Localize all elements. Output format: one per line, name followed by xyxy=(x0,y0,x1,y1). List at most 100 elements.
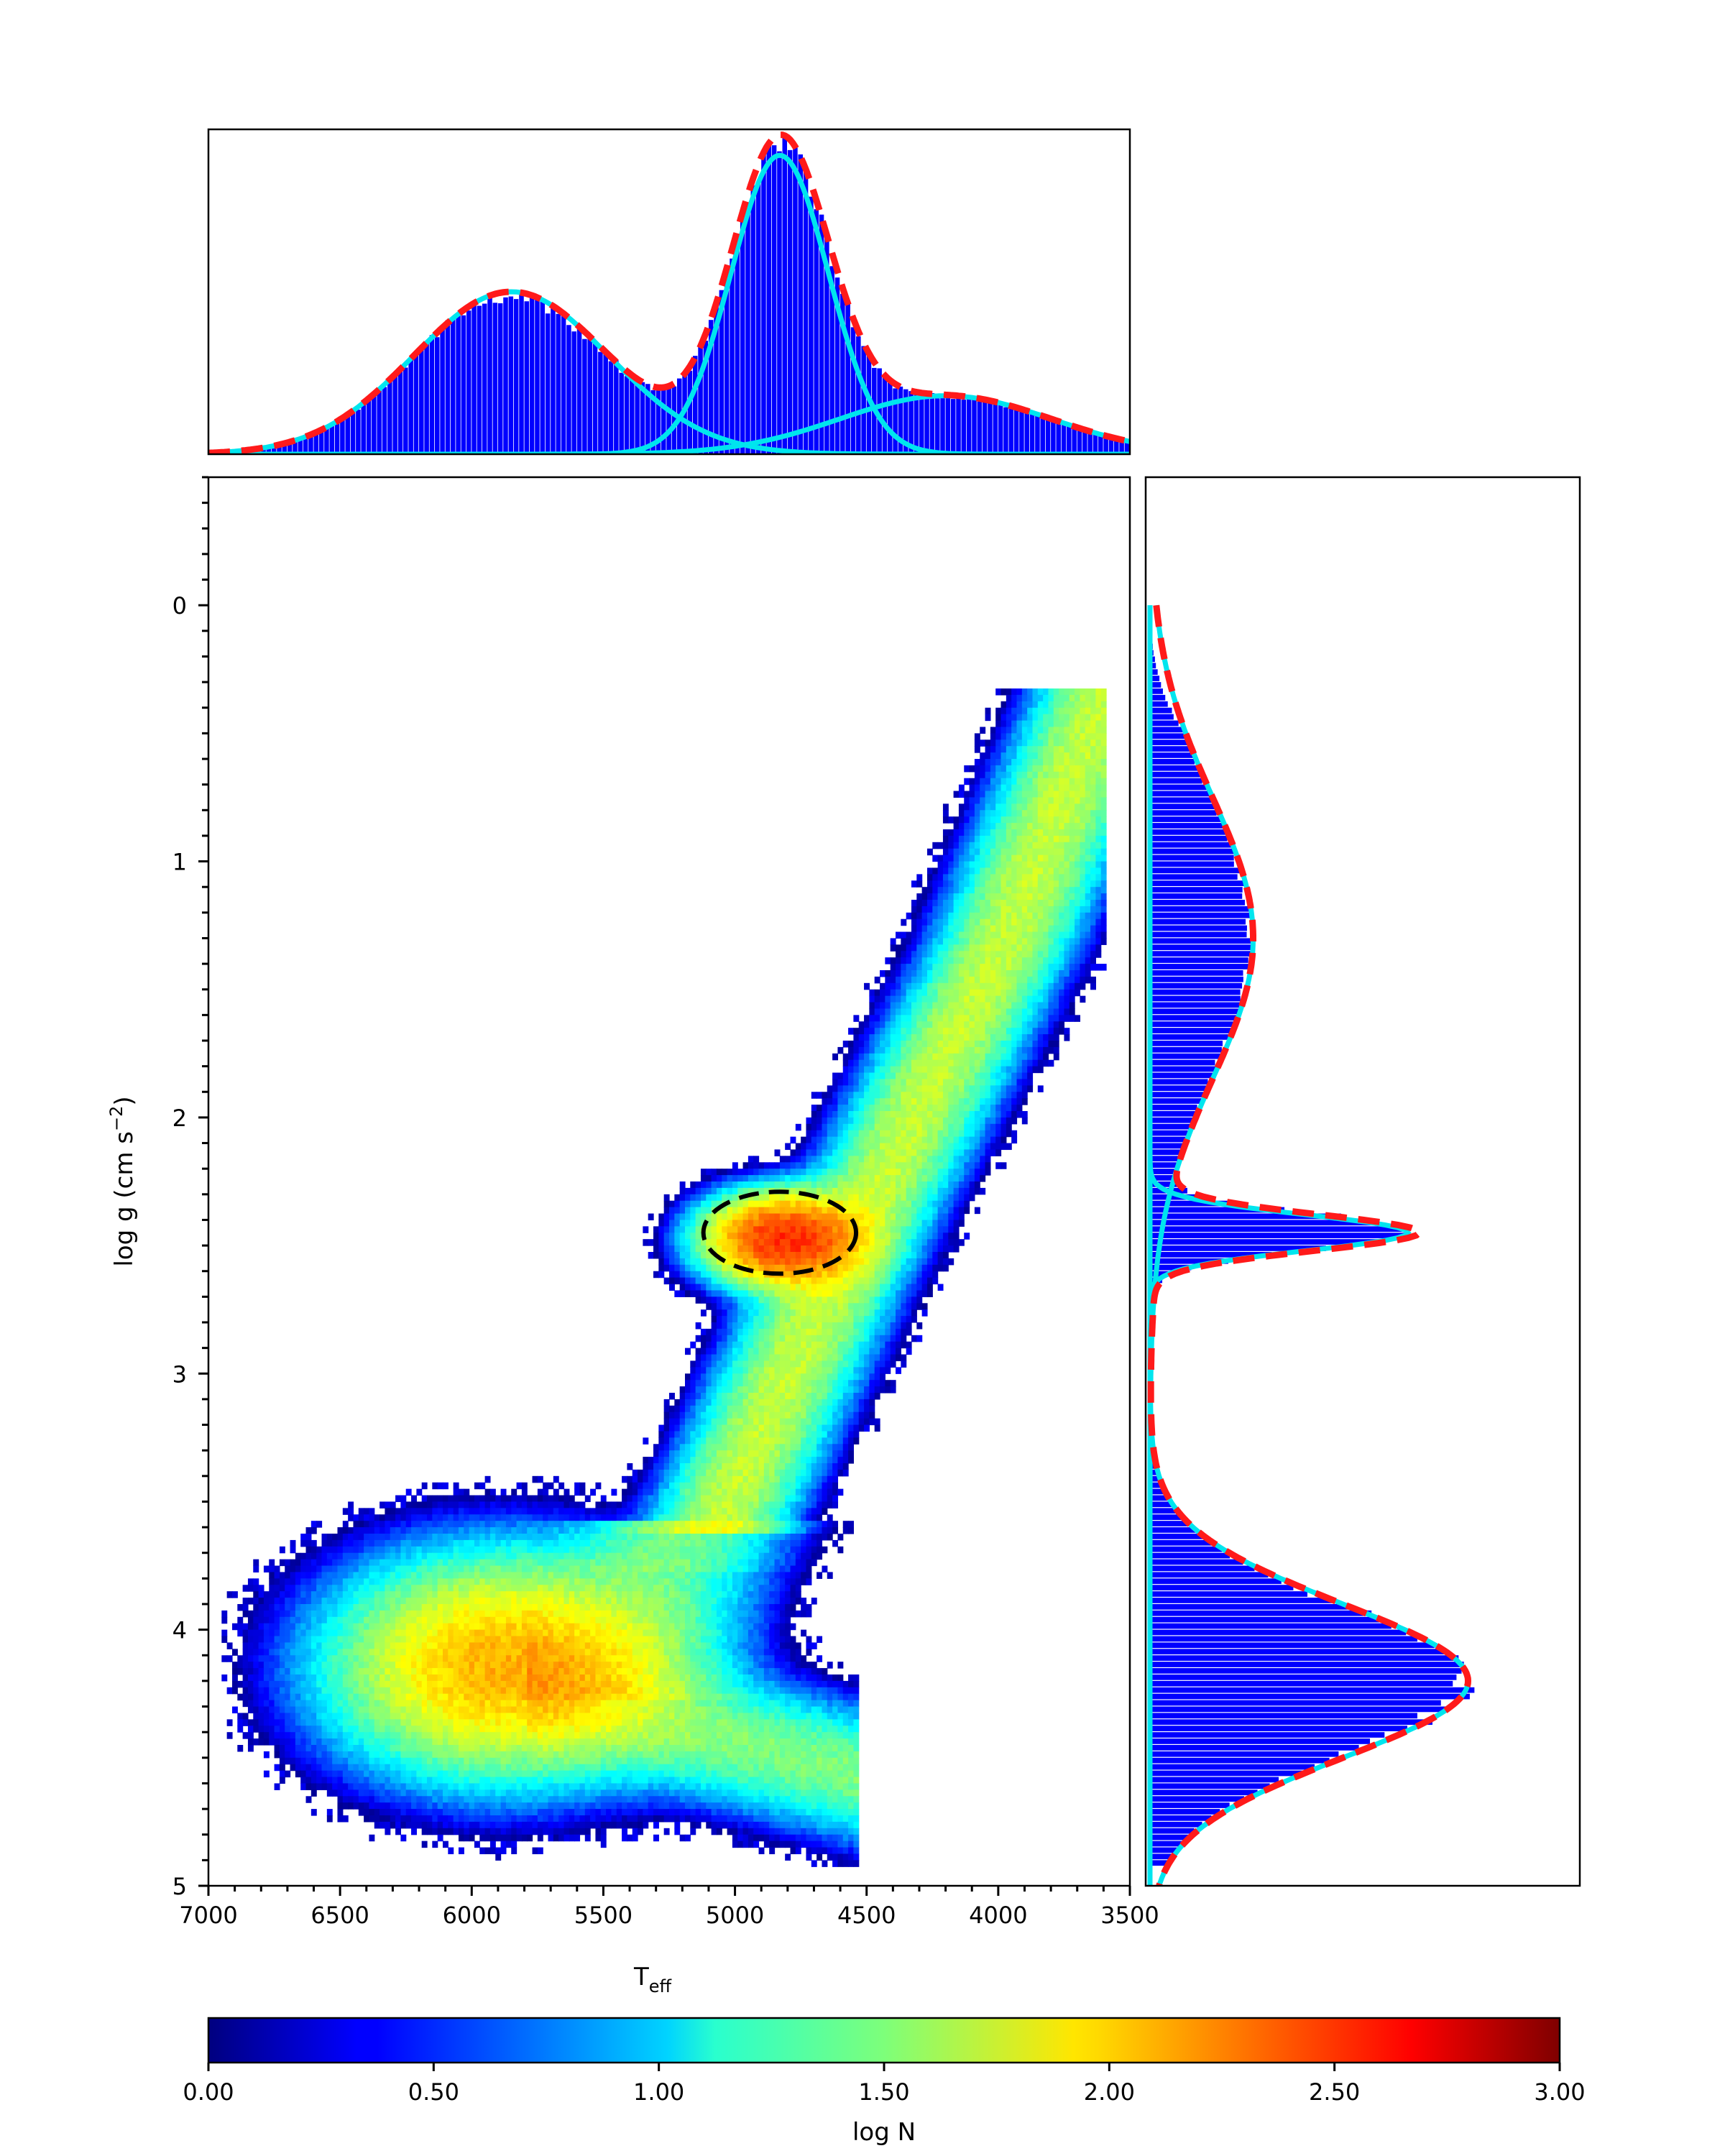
density-cell xyxy=(901,1130,907,1138)
density-cell xyxy=(822,1181,828,1189)
density-cell xyxy=(953,1175,960,1182)
density-cell xyxy=(964,1187,970,1195)
density-cell xyxy=(932,1066,939,1074)
density-cell xyxy=(864,1245,870,1253)
density-cell xyxy=(827,1207,833,1215)
density-cell xyxy=(896,1053,901,1061)
density-cell xyxy=(842,1079,849,1086)
density-cell xyxy=(953,1207,960,1215)
density-cell xyxy=(1043,1021,1049,1028)
density-cell xyxy=(674,1399,681,1406)
density-cell xyxy=(901,1213,907,1221)
density-cell xyxy=(921,1117,928,1125)
density-cell xyxy=(995,938,1002,945)
density-cell xyxy=(1043,874,1049,881)
density-cell xyxy=(1032,720,1039,728)
density-cell xyxy=(1000,752,1007,760)
density-cell xyxy=(1059,1021,1065,1028)
density-cell xyxy=(1100,765,1107,773)
density-cell xyxy=(1006,912,1012,920)
density-cell xyxy=(874,1373,880,1381)
density-cell xyxy=(669,1207,675,1215)
density-cell xyxy=(1069,925,1075,933)
density-cell xyxy=(1037,816,1044,824)
density-cell xyxy=(769,1348,776,1355)
density-cell xyxy=(969,1136,975,1144)
density-cell xyxy=(1037,976,1044,984)
density-cell xyxy=(953,1008,960,1015)
density-cell xyxy=(779,1380,786,1387)
density-cell xyxy=(722,1341,728,1349)
density-cell xyxy=(1000,1123,1007,1131)
density-cell xyxy=(926,1059,933,1067)
density-cell xyxy=(901,1239,907,1246)
density-cell xyxy=(890,1386,896,1393)
density-cell xyxy=(822,1130,828,1138)
density-cell xyxy=(674,1277,681,1285)
density-cell xyxy=(763,1444,770,1451)
density-cell xyxy=(937,1046,944,1054)
density-cell xyxy=(763,1354,770,1362)
density-cell xyxy=(811,1187,817,1195)
density-cell xyxy=(790,1207,796,1215)
density-cell xyxy=(811,1393,817,1400)
density-cell xyxy=(1064,771,1070,779)
density-cell xyxy=(1043,752,1049,760)
density-cell xyxy=(896,931,901,939)
density-cell xyxy=(858,1424,865,1432)
density-cell xyxy=(679,1258,686,1266)
density-cell xyxy=(779,1463,786,1470)
density-cell xyxy=(700,1207,707,1215)
density-cell xyxy=(880,1002,886,1010)
density-cell xyxy=(1037,1041,1044,1048)
density-cell xyxy=(848,1437,854,1445)
density-cell xyxy=(653,1450,659,1457)
density-cell xyxy=(974,1085,980,1092)
density-cell xyxy=(1006,957,1012,964)
density-cell xyxy=(958,1046,965,1054)
top-bar xyxy=(719,290,724,454)
density-cell xyxy=(822,1348,828,1355)
density-cell xyxy=(874,1264,880,1272)
density-cell xyxy=(1053,995,1059,1003)
density-cell xyxy=(742,1277,749,1285)
top-bar xyxy=(793,147,798,454)
density-cell xyxy=(1016,893,1023,900)
density-cell xyxy=(737,1322,744,1330)
density-cell xyxy=(1064,778,1070,786)
density-cell xyxy=(880,1335,886,1342)
density-cell xyxy=(1100,829,1107,837)
density-cell xyxy=(1016,906,1023,913)
density-cell xyxy=(832,1354,839,1362)
density-cell xyxy=(885,1053,891,1061)
density-cell xyxy=(853,1258,860,1266)
density-cell xyxy=(727,1169,733,1176)
density-cell xyxy=(684,1264,691,1272)
density-cell xyxy=(700,1181,707,1189)
density-cell xyxy=(874,1156,880,1163)
density-cell xyxy=(921,887,928,894)
density-cell xyxy=(948,1220,954,1227)
density-cell xyxy=(1027,874,1034,881)
density-cell xyxy=(684,1411,691,1419)
top-bar xyxy=(545,313,551,454)
density-cell xyxy=(722,1233,728,1240)
top-bar xyxy=(1103,436,1108,454)
density-cell xyxy=(969,1143,975,1151)
density-cell xyxy=(864,1226,870,1233)
top-bar xyxy=(513,299,519,454)
density-cell xyxy=(885,1252,891,1259)
density-cell xyxy=(774,1348,781,1355)
density-cell xyxy=(753,1424,760,1432)
density-cell xyxy=(926,1156,933,1163)
density-cell xyxy=(816,1380,823,1387)
density-cell xyxy=(806,1162,812,1169)
density-cell xyxy=(1069,1015,1075,1022)
density-cell xyxy=(711,1335,717,1342)
density-cell xyxy=(1085,714,1091,722)
density-cell xyxy=(969,957,975,964)
density-cell xyxy=(774,1252,781,1259)
top-marginal-panel xyxy=(207,128,1131,456)
density-cell xyxy=(806,1220,812,1227)
density-cell xyxy=(980,982,986,990)
